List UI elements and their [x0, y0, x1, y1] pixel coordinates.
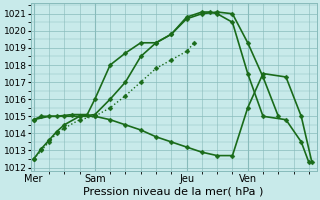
X-axis label: Pression niveau de la mer( hPa ): Pression niveau de la mer( hPa ): [84, 187, 264, 197]
